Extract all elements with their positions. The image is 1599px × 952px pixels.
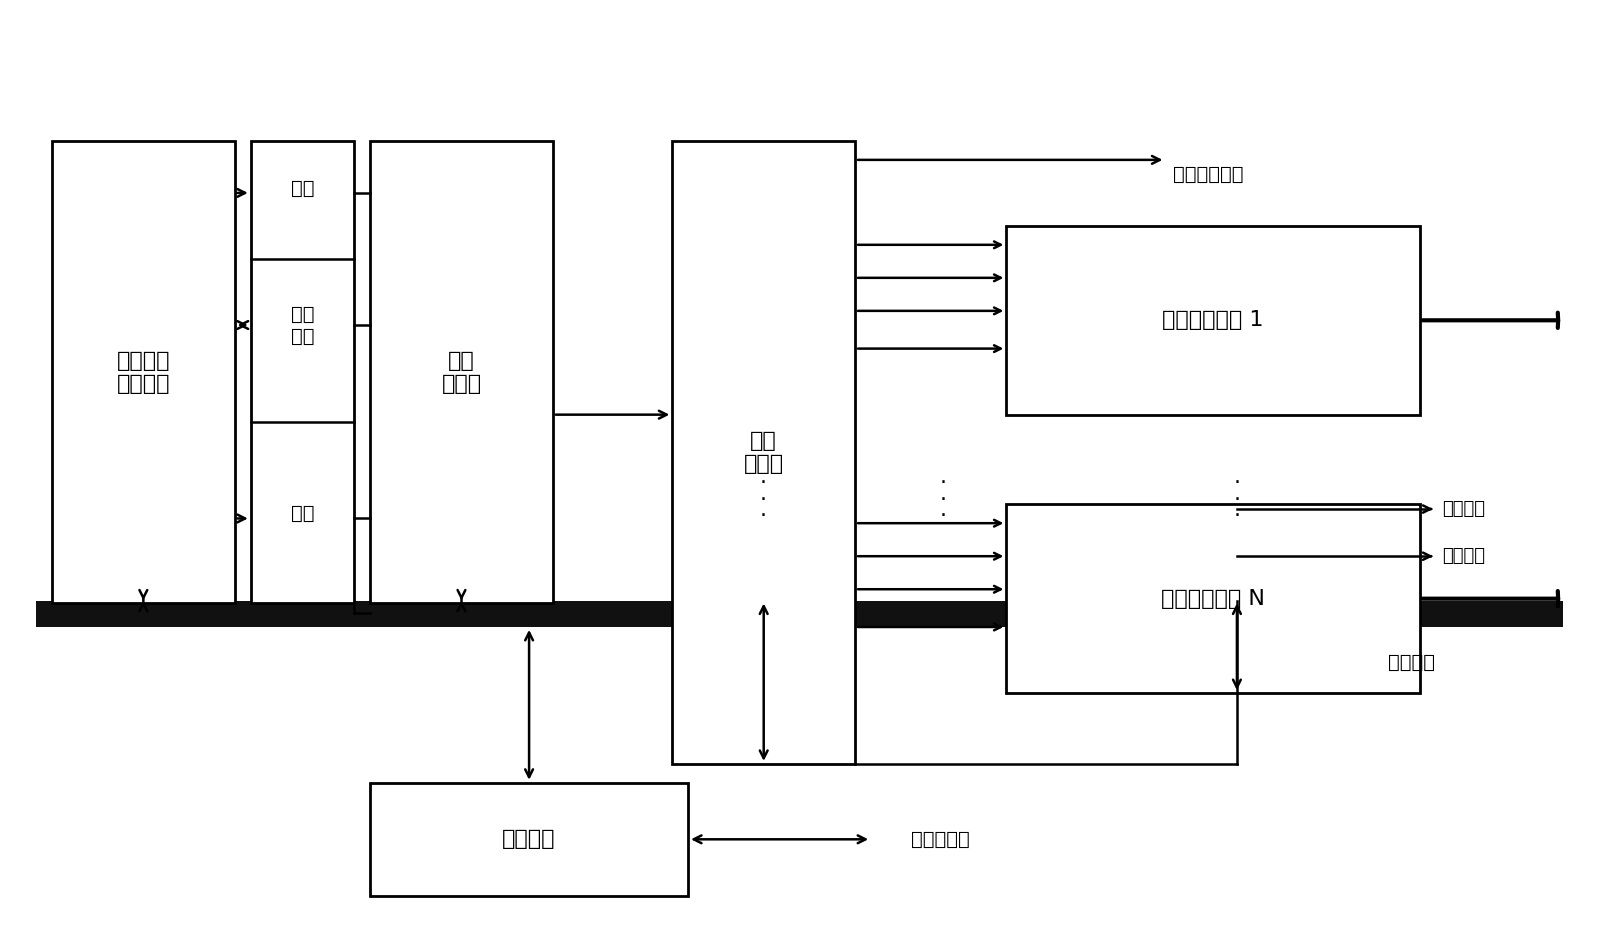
Text: 触发扩展: 触发扩展 — [1442, 500, 1485, 518]
Text: 本振
信号源: 本振 信号源 — [441, 350, 481, 394]
Text: 主控计算机: 主控计算机 — [911, 830, 969, 849]
Bar — [251, 141, 353, 604]
Text: 本振
功分器: 本振 功分器 — [744, 431, 784, 474]
Text: 矢量调制通道 N: 矢量调制通道 N — [1161, 588, 1265, 608]
Bar — [369, 783, 688, 896]
Text: 时钟: 时钟 — [291, 505, 315, 524]
Bar — [672, 141, 855, 764]
Text: 系统接口: 系统接口 — [502, 829, 556, 849]
Text: 系统总线: 系统总线 — [1388, 653, 1434, 672]
Bar — [37, 601, 1562, 627]
Bar — [51, 141, 235, 604]
Bar — [1006, 505, 1420, 693]
Text: 时钟扩展: 时钟扩展 — [1442, 547, 1485, 565]
Text: 矢量调制通道 1: 矢量调制通道 1 — [1162, 310, 1263, 330]
Bar — [369, 141, 553, 604]
Text: ·
·
·: · · · — [939, 473, 947, 526]
Bar — [1006, 226, 1420, 415]
Text: 用于通道扩展: 用于通道扩展 — [1174, 165, 1244, 184]
Text: ·
·
·: · · · — [1233, 473, 1241, 526]
Text: 时钟发生
与分配器: 时钟发生 与分配器 — [117, 350, 169, 394]
Text: 时钟: 时钟 — [291, 179, 315, 198]
Text: 时钟
触发: 时钟 触发 — [291, 305, 315, 346]
Text: ·
·
·: · · · — [760, 473, 766, 526]
